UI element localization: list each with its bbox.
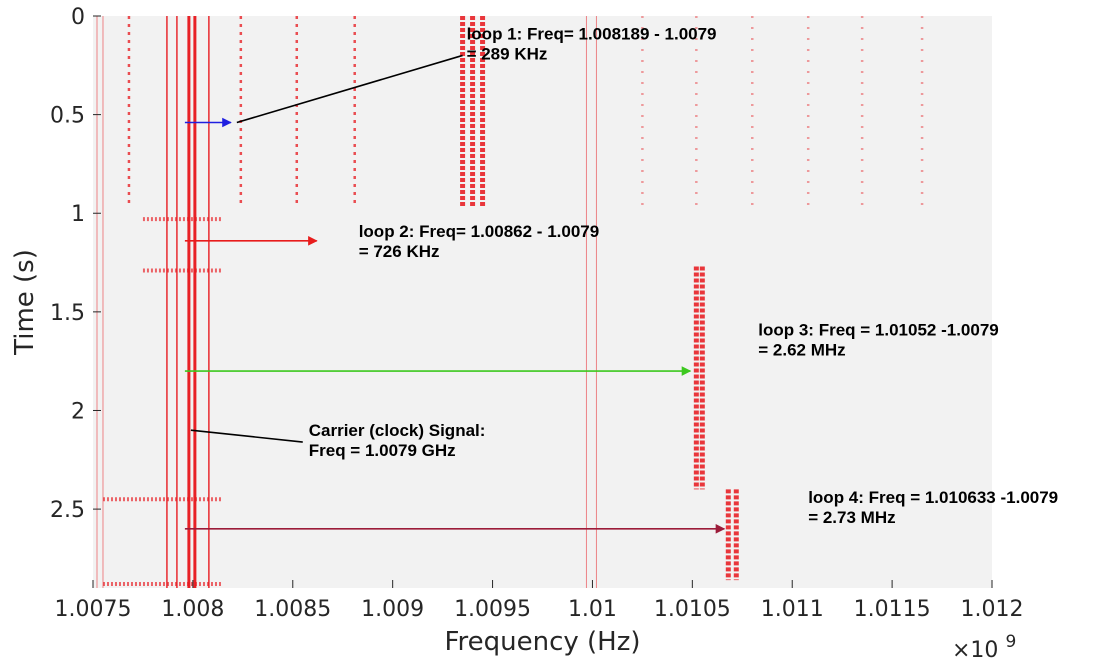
loop1-annotation-line-0: loop 1: Freq= 1.008189 - 1.0079	[467, 25, 717, 44]
loop3-annotation-line-0: loop 3: Freq = 1.01052 -1.0079	[758, 321, 998, 340]
x-tick-label: 1.0075	[55, 597, 132, 622]
y-tick-label: 0.5	[50, 104, 85, 129]
carrier-annotation-line-0: Carrier (clock) Signal:	[309, 421, 486, 440]
x-tick-label: 1.0105	[654, 597, 731, 622]
annotations: loop 1: Freq= 1.008189 - 1.0079= 289 KHz…	[184, 25, 1058, 534]
loop3-annotation-line-1: = 2.62 MHz	[758, 341, 845, 360]
y-axis-label: Time (s)	[10, 249, 40, 356]
horizontal-bands	[102, 217, 223, 587]
x-axis-label: Frequency (Hz)	[444, 627, 640, 657]
loop4-annotation-line-0: loop 4: Freq = 1.010633 -1.0079	[808, 488, 1058, 507]
x-tick-label: 1.009	[361, 597, 424, 622]
y-tick-label: 0	[71, 5, 85, 30]
carrier-leader-line	[190, 429, 303, 443]
loop4-annotation-line-1: = 2.73 MHz	[808, 508, 895, 527]
loop1-leader-line	[236, 54, 463, 124]
loop2-annotation-line-1: = 726 KHz	[359, 242, 440, 261]
loop1-annotation-line-1: = 289 KHz	[467, 45, 548, 64]
x-tick-label: 1.01	[568, 597, 617, 622]
signal-traces	[96, 16, 924, 588]
y-tick-label: 1.5	[50, 301, 85, 326]
x-tick-label: 1.012	[961, 597, 1024, 622]
x-tick-label: 1.0115	[854, 597, 931, 622]
x-tick-label: 1.011	[761, 597, 824, 622]
x-axis-ticks: 1.0075 1.008 1.0085 1.009 1.0095 1.01 1.0105 1.…	[55, 580, 1024, 622]
y-tick-label: 2.5	[50, 498, 85, 523]
x-tick-label: 1.0085	[254, 597, 331, 622]
multiplier-base: ×10	[952, 638, 998, 663]
y-tick-label: 2	[71, 399, 85, 424]
x-tick-label: 1.008	[161, 597, 224, 622]
loop2-annotation-line-0: loop 2: Freq= 1.00862 - 1.0079	[359, 222, 599, 241]
carrier-annotation-line-1: Freq = 1.0079 GHz	[309, 441, 456, 460]
plot-area	[93, 16, 992, 588]
y-axis-ticks: 0 0.5 1 1.5 2 2.5	[50, 5, 101, 523]
x-axis-multiplier: ×10 9	[952, 632, 1016, 663]
y-tick-label: 1	[71, 202, 85, 227]
x-tick-label: 1.0095	[454, 597, 531, 622]
multiplier-exponent: 9	[1005, 632, 1016, 652]
